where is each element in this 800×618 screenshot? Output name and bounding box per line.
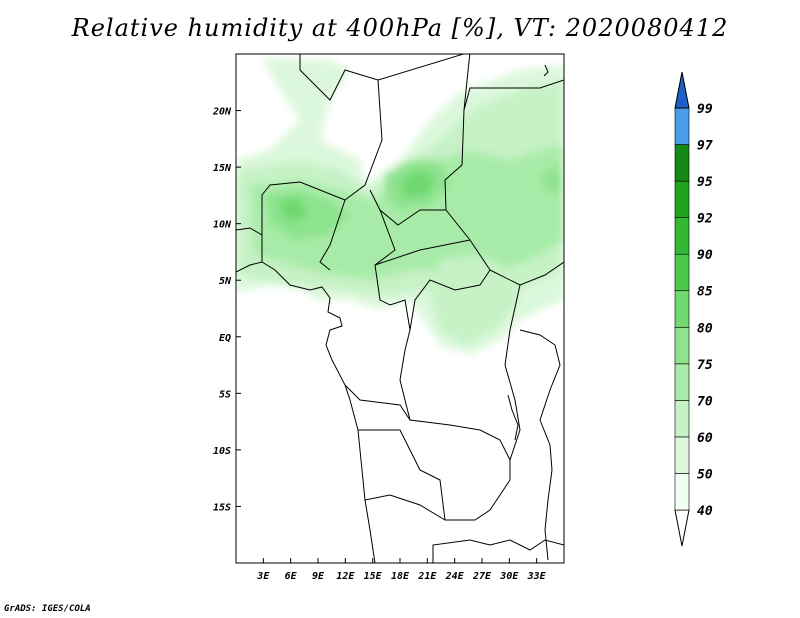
colorbar-segment [674, 363, 690, 401]
colorbar-label: 99 [697, 102, 713, 117]
colorbar-label: 80 [697, 321, 713, 336]
lat-tick-label: 20N [212, 107, 232, 118]
lon-tick-label: 6E [285, 571, 298, 582]
colorbar-top-arrow [674, 71, 690, 109]
colorbar-label: 92 [697, 212, 713, 227]
lon-tick-label: 27E [472, 571, 492, 582]
lat-tick-label: EQ [219, 333, 231, 344]
lat-tick-label: 10S [213, 446, 231, 457]
colorbar-segment [674, 473, 690, 511]
colorbar-label: 90 [697, 248, 713, 263]
colorbar-label: 60 [697, 431, 713, 446]
colorbar-label: 50 [697, 467, 713, 482]
lat-tick-label: 10N [213, 220, 232, 231]
grads-credit: GrADS: IGES/COLA [4, 604, 91, 614]
colorbar-bottom-arrow [674, 509, 690, 547]
lon-tick-label: 15E [364, 571, 383, 582]
lon-tick-label: 12E [336, 571, 355, 582]
colorbar-label: 75 [697, 358, 713, 373]
lon-tick-label: 21E [417, 571, 437, 582]
lat-tick-label: 15S [213, 502, 231, 513]
lon-tick-label: 24E [445, 571, 465, 582]
colorbar: 40 50 60 70 75 80 85 90 92 95 97 99 [674, 71, 713, 547]
lon-tick-label: 30E [499, 571, 519, 582]
colorbar-segment [674, 144, 690, 182]
coastlines-borders [236, 54, 564, 563]
lon-tick-label: 18E [391, 571, 410, 582]
colorbar-label: 95 [697, 175, 713, 190]
lat-tick-label: 5N [219, 276, 232, 287]
colorbar-label: 97 [697, 139, 713, 154]
colorbar-segment [674, 253, 690, 292]
lon-tick-label: 3E [256, 571, 270, 582]
humidity-field [236, 58, 564, 355]
colorbar-segment [674, 217, 690, 255]
colorbar-segment [674, 180, 690, 218]
colorbar-segment [674, 290, 690, 328]
lat-tick-label: 5S [219, 389, 231, 400]
latitude-axis: 20N 15N 10N 5N EQ 5S 10S 15S [212, 107, 241, 513]
colorbar-label: 85 [697, 285, 713, 300]
colorbar-label: 70 [697, 394, 713, 409]
chart-title: Relative humidity at 400hPa [%], VT: 202… [71, 14, 729, 42]
colorbar-segment [674, 436, 690, 474]
colorbar-segment [674, 107, 690, 145]
lat-tick-label: 15N [213, 163, 232, 174]
longitude-axis: 3E 6E 9E 12E 15E 18E 21E 24E 27E 30E 33E [256, 558, 547, 582]
colorbar-segment [674, 326, 690, 365]
lon-tick-label: 9E [312, 571, 325, 582]
lon-tick-label: 33E [527, 571, 547, 582]
colorbar-label: 40 [697, 504, 713, 519]
colorbar-segment [674, 400, 690, 438]
